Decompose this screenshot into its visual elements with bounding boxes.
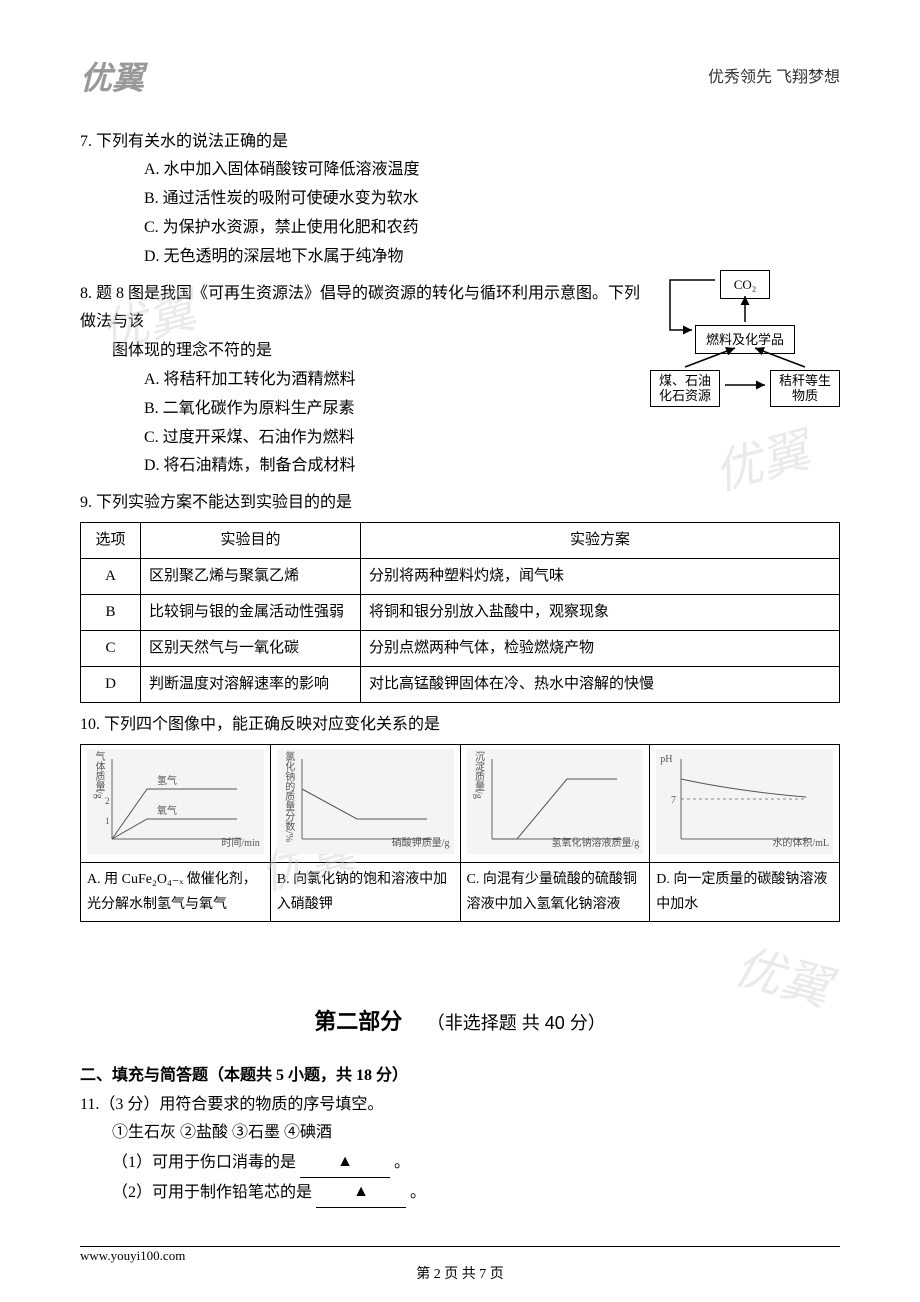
blank-fill: ▲ bbox=[316, 1178, 406, 1208]
svg-text:7: 7 bbox=[671, 795, 676, 806]
graph-d-ylabel: pH bbox=[660, 751, 672, 769]
q9-c-opt: C bbox=[81, 630, 141, 666]
graph-a-xlabel: 时间/min bbox=[221, 835, 259, 853]
q10-cell-a: 气体质量/g 氢气氧气 21 时间/min bbox=[81, 744, 271, 862]
question-8: 8. 题 8 图是我国《可再生资源法》倡导的碳资源的转化与循环利用示意图。下列做… bbox=[80, 280, 840, 482]
q9-d-purpose: 判断温度对溶解速率的影响 bbox=[141, 666, 361, 702]
q10-cell-d: pH 7 水的体积/mL bbox=[650, 744, 840, 862]
q10-cap-b: B. 向氯化钠的饱和溶液中加入硝酸钾 bbox=[270, 862, 460, 921]
q11-sub2-text: （2）可用于制作铅笔芯的是 bbox=[112, 1184, 312, 1201]
q11-sub1-end: 。 bbox=[394, 1154, 410, 1171]
q8-stem-2: 图体现的理念不符的是 bbox=[80, 337, 640, 366]
q7-opt-c: C. 为保护水资源，禁止使用化肥和农药 bbox=[80, 214, 840, 243]
q7-opt-a: A. 水中加入固体硝酸铵可降低溶液温度 bbox=[80, 156, 840, 185]
question-9: 9. 下列实验方案不能达到实验目的的是 选项 实验目的 实验方案 A 区别聚乙烯… bbox=[80, 489, 840, 703]
graph-b-xlabel: 硝酸钾质量/g bbox=[392, 835, 450, 853]
q9-h1: 选项 bbox=[81, 522, 141, 558]
q9-table: 选项 实验目的 实验方案 A 区别聚乙烯与聚氯乙烯 分别将两种塑料灼烧，闻气味 … bbox=[80, 522, 840, 703]
q9-a-purpose: 区别聚乙烯与聚氯乙烯 bbox=[141, 558, 361, 594]
q8-opt-d: D. 将石油精炼，制备合成材料 bbox=[80, 452, 640, 481]
q8-opt-c: C. 过度开采煤、石油作为燃料 bbox=[80, 424, 640, 453]
q11-options: ①生石灰 ②盐酸 ③石墨 ④碘酒 bbox=[80, 1119, 840, 1148]
graph-c-xlabel: 氢氧化钠溶液质量/g bbox=[551, 835, 639, 853]
q10-cell-c: 沉淀质量/g 氢氧化钠溶液质量/g bbox=[460, 744, 650, 862]
q10-cap-d: D. 向一定质量的碳酸钠溶液中加水 bbox=[650, 862, 840, 921]
q10-cap-c: C. 向混有少量硫酸的硫酸铜溶液中加入氢氧化钠溶液 bbox=[460, 862, 650, 921]
table-row: D 判断温度对溶解速率的影响 对比高锰酸钾固体在冷、热水中溶解的快慢 bbox=[81, 666, 840, 702]
graph-d-xlabel: 水的体积/mL bbox=[772, 835, 829, 853]
graph-d: pH 7 水的体积/mL bbox=[656, 749, 833, 854]
part2-main: 第二部分 bbox=[314, 1009, 402, 1034]
page-header: 优翼 优秀领先 飞翔梦想 bbox=[80, 50, 840, 108]
logo: 优翼 bbox=[80, 50, 144, 108]
diagram-arrows bbox=[650, 270, 840, 430]
q11-sub2: （2）可用于制作铅笔芯的是 ▲ 。 bbox=[80, 1178, 840, 1208]
blank-fill: ▲ bbox=[300, 1148, 390, 1178]
graph-b: 氯化钠的质量分数/% 硝酸钾质量/g bbox=[277, 749, 454, 854]
q10-cap-a: A. 用 CuFe₂O₄₋ₓ 做催化剂，光分解水制氢气与氧气 bbox=[81, 862, 271, 921]
svg-text:1: 1 bbox=[105, 816, 110, 826]
graph-b-ylabel: 氯化钠的质量分数/% bbox=[279, 751, 297, 842]
q9-h3: 实验方案 bbox=[361, 522, 840, 558]
section2-heading: 二、填充与简答题（本题共 5 小题，共 18 分） bbox=[80, 1062, 840, 1091]
part2-title: 第二部分 （非选择题 共 40 分） bbox=[80, 1002, 840, 1042]
q7-stem: 7. 下列有关水的说法正确的是 bbox=[80, 128, 840, 157]
graph-a-ylabel: 气体质量/g bbox=[89, 751, 107, 799]
footer-page: 第 2 页 共 7 页 bbox=[0, 1262, 920, 1287]
q9-b-plan: 将铜和银分别放入盐酸中，观察现象 bbox=[361, 594, 840, 630]
table-row: B 比较铜与银的金属活动性强弱 将铜和银分别放入盐酸中，观察现象 bbox=[81, 594, 840, 630]
q8-diagram: CO₂ 燃料及化学品 煤、石油 化石资源 秸秆等生 物质 bbox=[650, 270, 840, 430]
q11-sub1-text: （1）可用于伤口消毒的是 bbox=[112, 1154, 296, 1171]
q11-sub2-end: 。 bbox=[410, 1184, 426, 1201]
q9-b-purpose: 比较铜与银的金属活动性强弱 bbox=[141, 594, 361, 630]
q9-d-opt: D bbox=[81, 666, 141, 702]
q11-stem: 11.（3 分）用符合要求的物质的序号填空。 bbox=[80, 1091, 840, 1120]
q8-opt-b: B. 二氧化碳作为原料生产尿素 bbox=[80, 395, 640, 424]
q9-c-purpose: 区别天然气与一氧化碳 bbox=[141, 630, 361, 666]
footer-divider bbox=[80, 1246, 840, 1247]
table-row: C 区别天然气与一氧化碳 分别点燃两种气体，检验燃烧产物 bbox=[81, 630, 840, 666]
q9-d-plan: 对比高锰酸钾固体在冷、热水中溶解的快慢 bbox=[361, 666, 840, 702]
svg-text:氢气: 氢气 bbox=[157, 774, 177, 787]
q9-a-opt: A bbox=[81, 558, 141, 594]
q10-table: 气体质量/g 氢气氧气 21 时间/min 氯化钠的质量分数/% 硝酸钾质量/g bbox=[80, 744, 840, 922]
q10-stem: 10. 下列四个图像中，能正确反映对应变化关系的是 bbox=[80, 711, 840, 740]
question-10: 10. 下列四个图像中，能正确反映对应变化关系的是 气体质量/g 氢气氧气 21… bbox=[80, 711, 840, 922]
q9-b-opt: B bbox=[81, 594, 141, 630]
section2-heading-text: 二、填充与简答题（本题共 5 小题，共 18 分） bbox=[80, 1067, 408, 1084]
q8-opt-a: A. 将秸秆加工转化为酒精燃料 bbox=[80, 366, 640, 395]
graph-a: 气体质量/g 氢气氧气 21 时间/min bbox=[87, 749, 264, 854]
q7-opt-b: B. 通过活性炭的吸附可使硬水变为软水 bbox=[80, 185, 840, 214]
header-motto: 优秀领先 飞翔梦想 bbox=[708, 64, 840, 93]
graph-c-ylabel: 沉淀质量/g bbox=[469, 751, 487, 799]
q9-h2: 实验目的 bbox=[141, 522, 361, 558]
q9-stem: 9. 下列实验方案不能达到实验目的的是 bbox=[80, 489, 840, 518]
svg-text:氧气: 氧气 bbox=[157, 804, 177, 817]
q9-a-plan: 分别将两种塑料灼烧，闻气味 bbox=[361, 558, 840, 594]
question-11: 11.（3 分）用符合要求的物质的序号填空。 ①生石灰 ②盐酸 ③石墨 ④碘酒 … bbox=[80, 1091, 840, 1208]
part2-sub: （非选择题 共 40 分） bbox=[427, 1013, 606, 1033]
q11-sub1: （1）可用于伤口消毒的是 ▲ 。 bbox=[80, 1148, 840, 1178]
q8-stem-1: 8. 题 8 图是我国《可再生资源法》倡导的碳资源的转化与循环利用示意图。下列做… bbox=[80, 280, 640, 338]
q7-opt-d: D. 无色透明的深层地下水属于纯净物 bbox=[80, 243, 840, 272]
question-7: 7. 下列有关水的说法正确的是 A. 水中加入固体硝酸铵可降低溶液温度 B. 通… bbox=[80, 128, 840, 272]
graph-c: 沉淀质量/g 氢氧化钠溶液质量/g bbox=[467, 749, 644, 854]
q9-c-plan: 分别点燃两种气体，检验燃烧产物 bbox=[361, 630, 840, 666]
q10-cell-b: 氯化钠的质量分数/% 硝酸钾质量/g bbox=[270, 744, 460, 862]
table-row: A 区别聚乙烯与聚氯乙烯 分别将两种塑料灼烧，闻气味 bbox=[81, 558, 840, 594]
